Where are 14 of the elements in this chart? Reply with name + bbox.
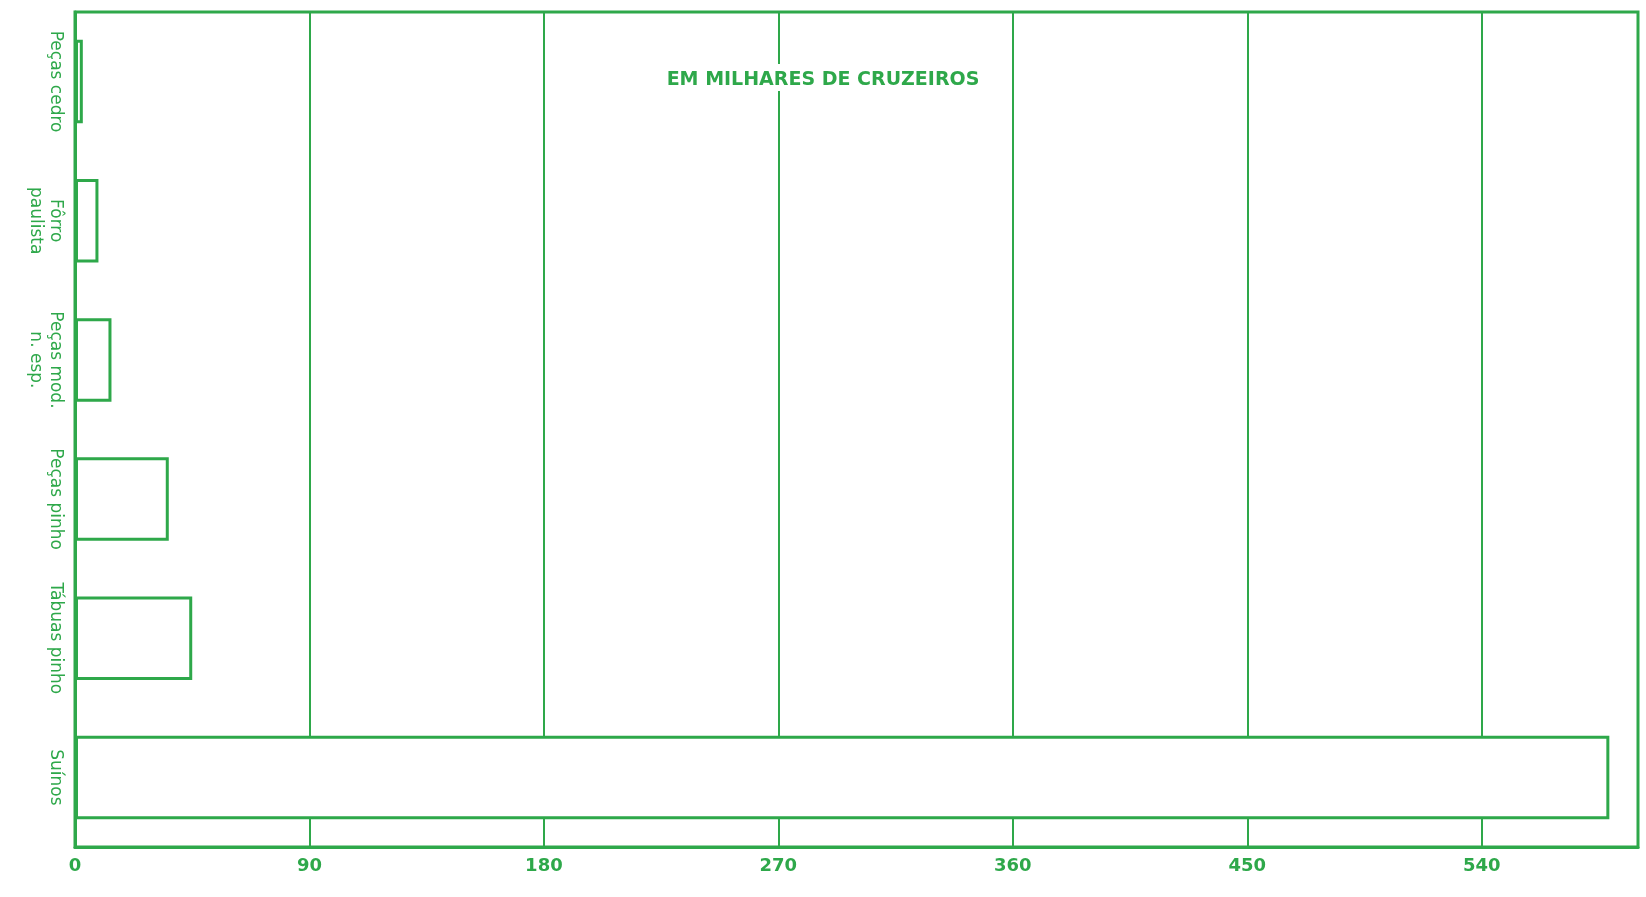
x-tick-label: 450 bbox=[1228, 853, 1267, 875]
x-tick-label: 270 bbox=[759, 853, 798, 875]
x-tick-label: 0 bbox=[68, 853, 82, 875]
text: EM MILHARES DE CRUZEIROS bbox=[666, 66, 980, 89]
x-tick-label: 360 bbox=[994, 853, 1032, 875]
y-tick-label: Peças cedro bbox=[47, 30, 67, 133]
x-tick-label: 540 bbox=[1462, 853, 1501, 875]
y-tick-label: Suínos bbox=[47, 749, 67, 806]
y-tick-label: Peças mod. n. esp. bbox=[27, 311, 67, 409]
y-tick-label: Fôrro paulista bbox=[27, 187, 67, 255]
y-tick-label: Peças pinho bbox=[47, 448, 67, 550]
y-tick-label: Tábuas pinho bbox=[47, 581, 67, 695]
x-tick-label: 90 bbox=[296, 853, 322, 875]
x-tick-label: 180 bbox=[525, 853, 563, 875]
